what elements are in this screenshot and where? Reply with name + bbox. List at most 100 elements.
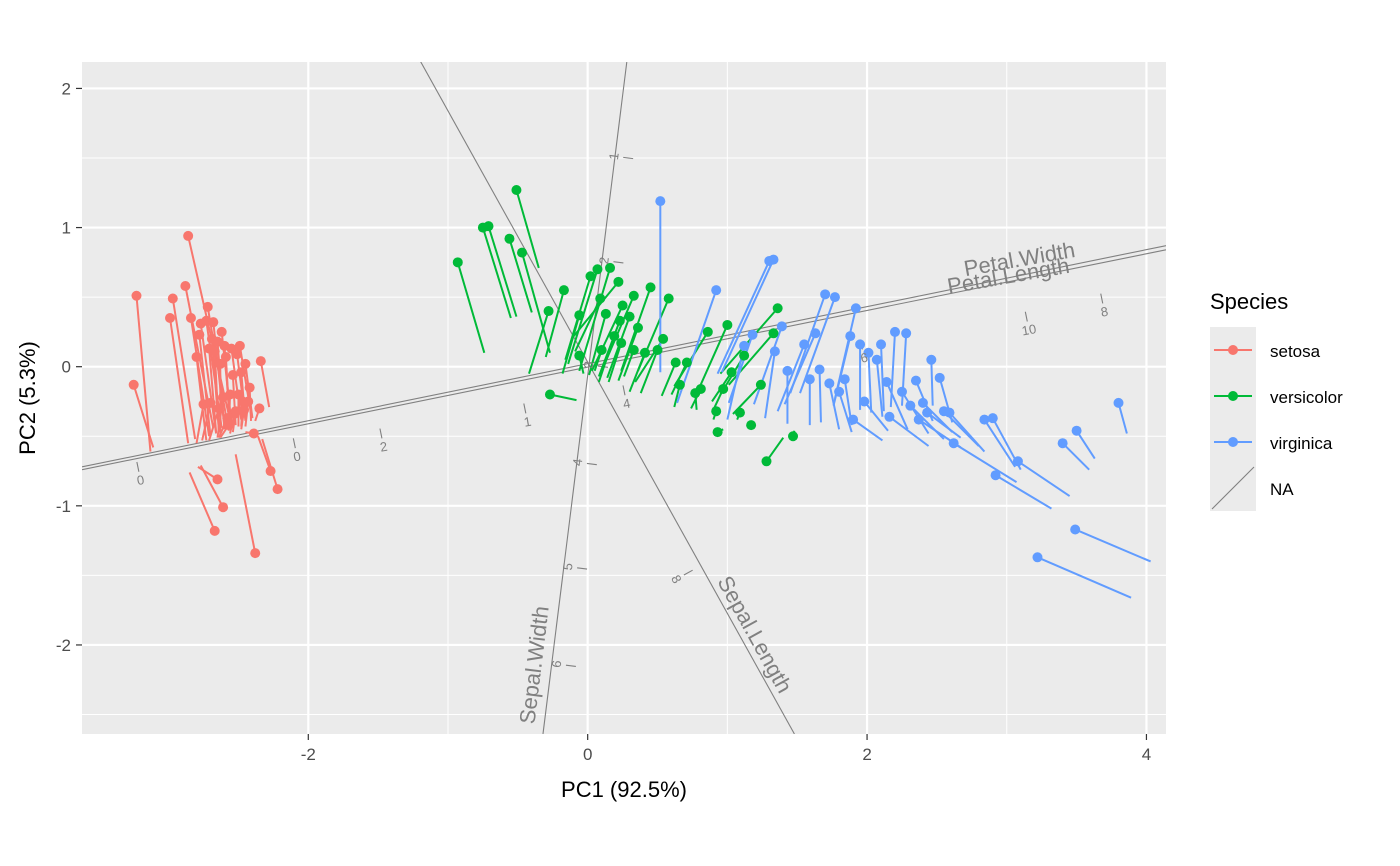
data-point-setosa bbox=[191, 351, 202, 362]
projection-segment-setosa bbox=[261, 438, 279, 490]
data-point-setosa bbox=[227, 370, 238, 381]
data-point-virginica bbox=[655, 196, 666, 207]
x-tick-label: 2 bbox=[862, 745, 871, 764]
data-point-virginica bbox=[814, 364, 825, 375]
y-tick-label: -2 bbox=[56, 636, 71, 655]
data-point-versicolor bbox=[658, 333, 669, 344]
variable-axis-tick-label: 1 bbox=[523, 414, 533, 430]
projection-segment-virginica bbox=[930, 359, 934, 406]
projection-segment-virginica bbox=[852, 418, 884, 442]
data-point-virginica bbox=[810, 328, 821, 339]
projection-segment-virginica bbox=[885, 381, 909, 430]
variable-axis-tick bbox=[565, 664, 576, 667]
projection-segment-versicolor bbox=[574, 298, 602, 352]
variable-axis-tick-label: 2 bbox=[379, 439, 389, 455]
projection-segment-setosa bbox=[189, 317, 211, 437]
legend-key-line-na bbox=[1211, 466, 1255, 510]
projection-segment-virginica bbox=[983, 419, 1016, 468]
projection-segment-virginica bbox=[828, 383, 841, 430]
projection-segment-virginica bbox=[764, 351, 776, 419]
data-point-versicolor bbox=[645, 282, 656, 293]
projection-segment-setosa bbox=[199, 323, 218, 434]
data-point-versicolor bbox=[596, 345, 607, 355]
variable-axis-tick-label: 5 bbox=[560, 562, 576, 571]
data-point-versicolor bbox=[739, 350, 750, 361]
projection-segment-setosa bbox=[208, 408, 220, 441]
data-point-versicolor bbox=[617, 300, 628, 311]
data-point-virginica bbox=[782, 365, 793, 376]
data-point-versicolor bbox=[639, 347, 650, 358]
data-point-versicolor bbox=[711, 406, 722, 417]
data-point-virginica bbox=[990, 470, 1001, 481]
data-point-versicolor bbox=[517, 247, 528, 258]
variable-axis-tick bbox=[622, 385, 626, 396]
projection-segment-versicolor bbox=[639, 349, 659, 394]
projection-segment-versicolor bbox=[698, 324, 729, 388]
projection-segment-virginica bbox=[995, 474, 1052, 510]
data-point-setosa bbox=[128, 379, 139, 390]
variable-axis-tick bbox=[523, 403, 527, 414]
projection-segment-versicolor bbox=[588, 313, 607, 376]
data-point-setosa bbox=[236, 367, 247, 378]
variable-axis-tick-label: 0 bbox=[292, 448, 302, 464]
data-point-virginica bbox=[1070, 524, 1081, 535]
data-point-setosa bbox=[212, 474, 223, 485]
legend: Species setosa versicolor virginica NA bbox=[1210, 289, 1343, 511]
data-point-virginica bbox=[944, 407, 955, 418]
data-point-versicolor bbox=[674, 379, 685, 390]
data-point-versicolor bbox=[574, 350, 585, 361]
x-axis-title: PC1 (92.5%) bbox=[561, 777, 687, 802]
y-axis: -2 -1 0 1 2 bbox=[56, 79, 82, 655]
data-point-virginica bbox=[834, 386, 845, 397]
variable-axis-tick-label: 8 bbox=[1100, 304, 1110, 320]
data-point-setosa bbox=[234, 340, 245, 351]
data-point-virginica bbox=[890, 326, 900, 337]
x-tick-label: -2 bbox=[301, 745, 316, 764]
data-point-virginica bbox=[876, 339, 887, 350]
projection-segment-versicolor bbox=[606, 316, 631, 379]
data-point-versicolor bbox=[670, 357, 681, 368]
data-point-virginica bbox=[913, 414, 924, 425]
projection-segment-setosa bbox=[234, 454, 257, 554]
variable-axis-tick-label: 0 bbox=[136, 472, 146, 488]
data-point-setosa bbox=[230, 406, 241, 417]
projection-segment-virginica bbox=[752, 326, 783, 405]
data-point-versicolor bbox=[761, 456, 772, 467]
legend-label: versicolor bbox=[1270, 388, 1343, 407]
data-point-virginica bbox=[850, 303, 861, 314]
projection-segment-virginica bbox=[1017, 460, 1071, 497]
data-point-setosa bbox=[243, 396, 254, 407]
projection-segment-virginica bbox=[818, 369, 822, 423]
legend-label: NA bbox=[1270, 480, 1294, 499]
data-point-versicolor bbox=[504, 233, 515, 244]
data-point-virginica bbox=[979, 414, 990, 425]
data-point-setosa bbox=[255, 356, 266, 367]
data-point-virginica bbox=[896, 386, 907, 397]
variable-axis-tick bbox=[623, 156, 634, 160]
data-point-setosa bbox=[183, 230, 194, 241]
data-point-setosa bbox=[208, 317, 219, 328]
projection-segment-versicolor bbox=[572, 281, 620, 337]
data-point-virginica bbox=[881, 377, 892, 387]
data-point-versicolor bbox=[624, 311, 635, 322]
variable-axis-tick-label: 1 bbox=[606, 152, 622, 161]
y-tick-label: 0 bbox=[62, 358, 71, 377]
projection-segment-versicolor bbox=[515, 189, 540, 269]
projection-segment-virginica bbox=[838, 391, 853, 433]
x-tick-label: 0 bbox=[583, 745, 592, 764]
variable-axis-line-petal-length bbox=[82, 249, 1166, 471]
projection-segment-virginica bbox=[888, 415, 930, 447]
data-point-virginica bbox=[922, 407, 933, 418]
projection-segment-setosa bbox=[132, 384, 155, 448]
legend-key-point bbox=[1228, 437, 1238, 447]
data-point-versicolor bbox=[788, 431, 799, 442]
projection-segment-virginica bbox=[926, 411, 962, 439]
data-point-versicolor bbox=[632, 322, 643, 333]
data-point-virginica bbox=[926, 354, 937, 365]
projection-segment-virginica bbox=[1061, 442, 1090, 471]
data-point-virginica bbox=[848, 414, 859, 425]
data-point-virginica bbox=[776, 321, 787, 332]
data-point-versicolor bbox=[772, 303, 783, 314]
data-point-setosa bbox=[272, 484, 283, 495]
variable-axes bbox=[82, 62, 1166, 734]
